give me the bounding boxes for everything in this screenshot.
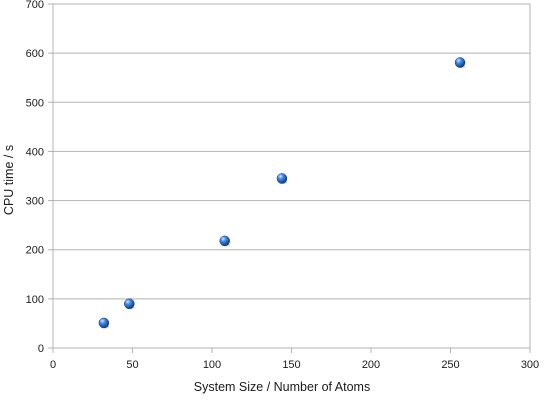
data-point-marker (454, 57, 466, 68)
data-point-marker (276, 173, 288, 184)
data-point-4 (276, 173, 288, 185)
x-tick-label-200: 200 (362, 359, 380, 371)
tick-labels: 0 100 200 300 400 500 600 700 0 50 100 150 200 250 300 (26, 0, 540, 371)
y-tick-label-700: 700 (26, 0, 44, 11)
x-tick-label-150: 150 (282, 359, 300, 371)
data-point-marker (98, 317, 110, 329)
data-point-marker (124, 298, 135, 310)
y-tick-label-400: 400 (26, 146, 44, 158)
x-tick-label-300: 300 (521, 359, 539, 371)
y-tick-label-300: 300 (26, 196, 44, 208)
data-point-3 (219, 235, 231, 247)
x-tick-label-0: 0 (50, 359, 56, 371)
x-tick-label-250: 250 (441, 359, 459, 371)
y-tick-label-500: 500 (26, 97, 44, 109)
grid-lines (53, 3, 530, 300)
data-point-marker (219, 235, 230, 247)
y-tick-label-200: 200 (26, 245, 44, 257)
axes (52, 4, 531, 349)
y-tick-label-600: 600 (26, 48, 44, 60)
data-point-2 (124, 298, 135, 310)
y-tick-label-100: 100 (26, 294, 44, 306)
data-point-1 (98, 317, 110, 329)
x-tick-label-50: 50 (126, 359, 138, 371)
y-axis-label: CPU time / s (2, 145, 16, 215)
x-tick-label-100: 100 (203, 359, 221, 371)
y-tick-label-0: 0 (38, 343, 44, 355)
data-points (98, 57, 466, 329)
x-axis-label: System Size / Number of Atoms (194, 380, 370, 394)
data-point-5 (454, 57, 466, 69)
